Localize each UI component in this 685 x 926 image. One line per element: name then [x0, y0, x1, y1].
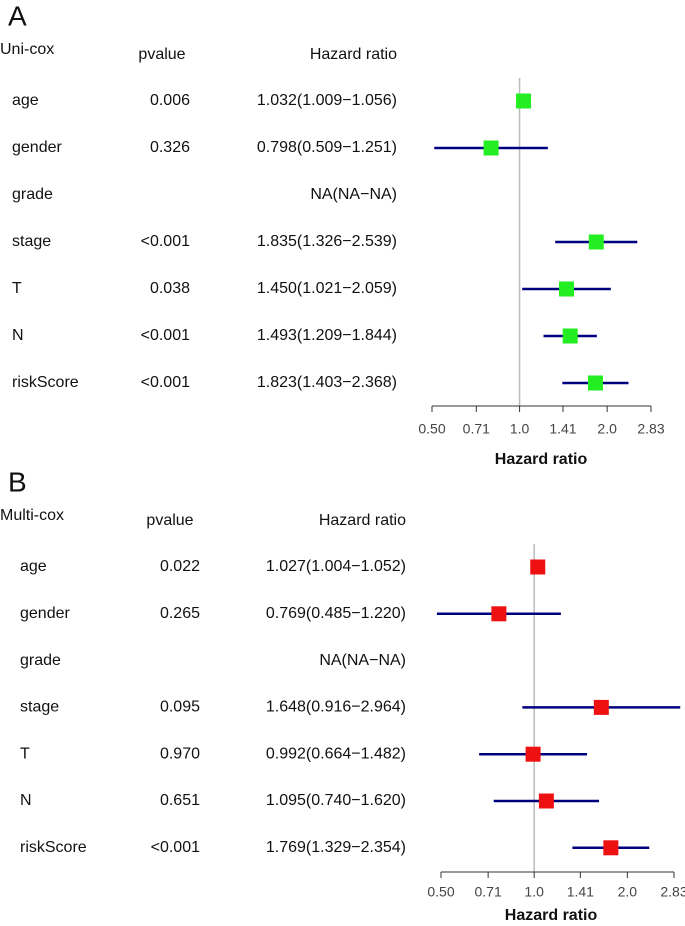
x-tick-label: 2.0 — [618, 884, 638, 900]
column-header: pvalue — [138, 46, 185, 63]
x-tick-label: 1.0 — [524, 884, 544, 900]
p-value: 0.006 — [150, 92, 190, 109]
hazard-ratio-marker — [562, 328, 578, 344]
row-label: grade — [12, 186, 53, 203]
hazard-ratio-label: NA(NA−NA) — [310, 186, 397, 203]
p-value: 0.651 — [160, 792, 200, 809]
hazard-ratio-label: 1.648(0.916−2.964) — [266, 699, 406, 716]
x-tick-label: 0.50 — [418, 421, 445, 437]
hazard-ratio-marker — [525, 746, 541, 762]
p-value: 0.022 — [160, 558, 200, 575]
column-header: pvalue — [146, 512, 193, 529]
p-value: 0.326 — [150, 139, 190, 156]
p-value: 0.970 — [160, 745, 200, 762]
hazard-ratio-marker — [593, 699, 609, 715]
panel-label: B — [8, 466, 27, 497]
p-value: 0.038 — [150, 280, 190, 297]
x-tick-label: 2.0 — [597, 421, 617, 437]
hazard-ratio-label: 0.798(0.509−1.251) — [257, 139, 397, 156]
hazard-ratio-marker — [538, 793, 554, 809]
hazard-ratio-label: 1.823(1.403−2.368) — [257, 374, 397, 391]
x-tick-label: 2.83 — [637, 421, 664, 437]
p-value: <0.001 — [141, 233, 190, 250]
x-tick-label: 1.41 — [567, 884, 594, 900]
panel-label: A — [8, 0, 27, 31]
table-title: Uni-cox — [0, 41, 54, 58]
table-title: Multi-cox — [0, 507, 64, 524]
hazard-ratio-label: 0.769(0.485−1.220) — [266, 605, 406, 622]
x-tick-label: 0.71 — [463, 421, 490, 437]
hazard-ratio-label: NA(NA−NA) — [319, 652, 406, 669]
x-axis-title: Hazard ratio — [505, 907, 598, 924]
hazard-ratio-label: 1.493(1.209−1.844) — [257, 327, 397, 344]
hazard-ratio-marker — [603, 840, 619, 856]
hazard-ratio-marker — [588, 234, 604, 250]
row-label: grade — [20, 652, 61, 669]
x-tick-label: 0.71 — [475, 884, 502, 900]
column-header: Hazard ratio — [319, 512, 406, 529]
hazard-ratio-marker — [530, 559, 546, 575]
hazard-ratio-label: 1.032(1.009−1.056) — [257, 92, 397, 109]
x-tick-label: 2.83 — [660, 884, 685, 900]
hazard-ratio-label: 1.769(1.329−2.354) — [266, 839, 406, 856]
p-value: 0.265 — [160, 605, 200, 622]
row-label: stage — [20, 699, 59, 716]
row-label: gender — [20, 605, 70, 622]
p-value: 0.095 — [160, 699, 200, 716]
x-axis-title: Hazard ratio — [495, 451, 588, 468]
p-value: <0.001 — [141, 374, 190, 391]
row-label: T — [20, 745, 30, 762]
row-label: stage — [12, 233, 51, 250]
hazard-ratio-marker — [559, 281, 575, 297]
hazard-ratio-marker — [483, 140, 499, 156]
row-label: N — [12, 327, 24, 344]
p-value: <0.001 — [141, 327, 190, 344]
p-value: <0.001 — [151, 839, 200, 856]
hazard-ratio-marker — [516, 93, 532, 109]
x-tick-label: 0.50 — [427, 884, 454, 900]
x-tick-label: 1.41 — [549, 421, 576, 437]
column-header: Hazard ratio — [310, 46, 397, 63]
row-label: gender — [12, 139, 62, 156]
hazard-ratio-label: 0.992(0.664−1.482) — [266, 745, 406, 762]
hazard-ratio-marker — [587, 375, 603, 391]
row-label: riskScore — [20, 839, 87, 856]
row-label: N — [20, 792, 32, 809]
row-label: T — [12, 280, 22, 297]
row-label: age — [12, 92, 39, 109]
hazard-ratio-marker — [491, 606, 507, 622]
x-tick-label: 1.0 — [510, 421, 530, 437]
hazard-ratio-label: 1.450(1.021−2.059) — [257, 280, 397, 297]
row-label: riskScore — [12, 374, 79, 391]
row-label: age — [20, 558, 47, 575]
hazard-ratio-label: 1.027(1.004−1.052) — [266, 558, 406, 575]
hazard-ratio-label: 1.835(1.326−2.539) — [257, 233, 397, 250]
hazard-ratio-label: 1.095(0.740−1.620) — [266, 792, 406, 809]
